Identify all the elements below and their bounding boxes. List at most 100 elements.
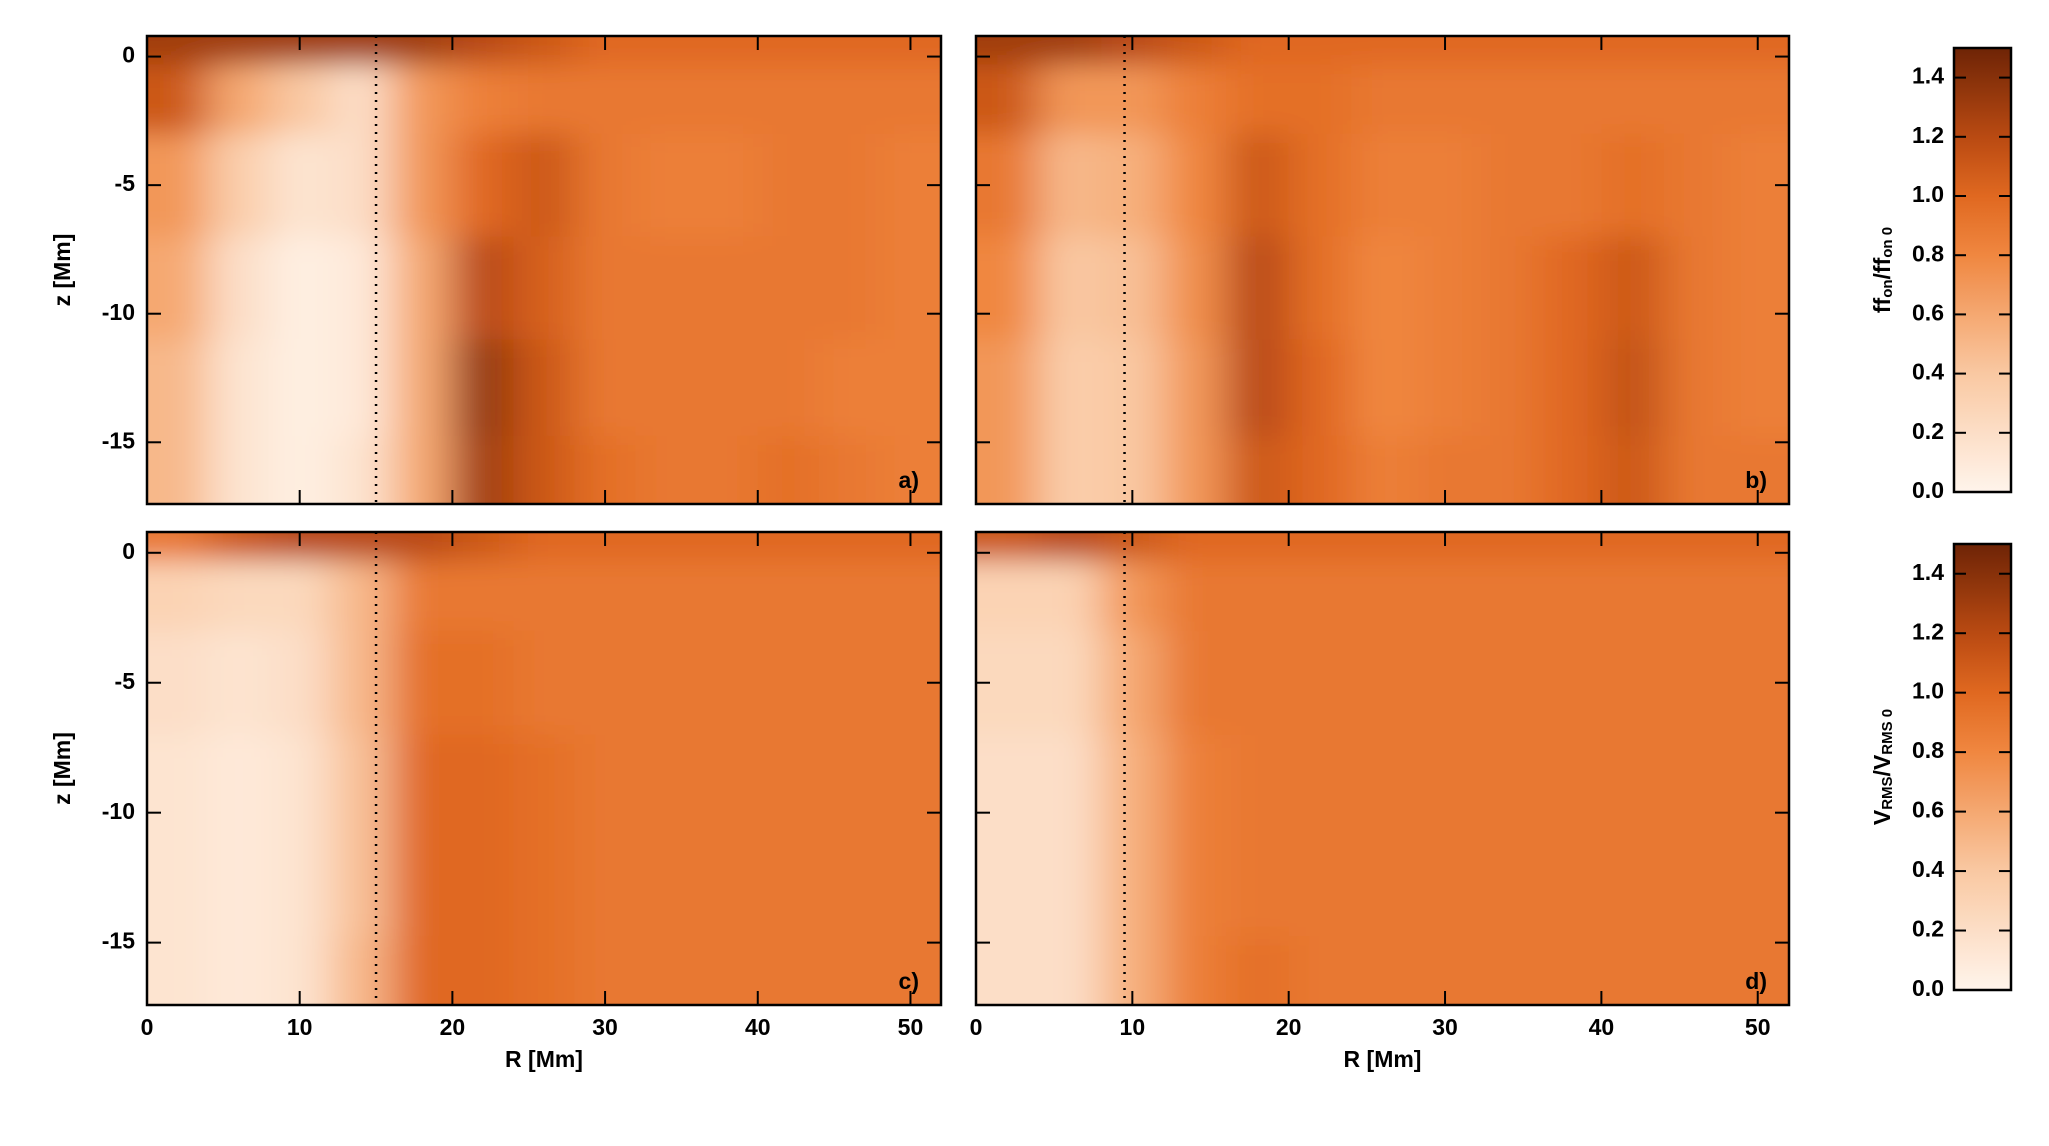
heatmap-cell	[1476, 838, 1540, 937]
heatmap-cell	[1476, 734, 1540, 840]
heatmap-cell	[1413, 339, 1477, 437]
label-subscript: RMS	[1879, 776, 1896, 809]
heatmap-cell	[391, 532, 453, 562]
heatmap-cell	[452, 630, 514, 736]
heatmap-cell	[976, 236, 1040, 340]
heatmap-cell	[1226, 936, 1290, 1005]
heatmap-cell	[976, 435, 1040, 504]
heatmap-cell	[1663, 133, 1727, 238]
heatmap-cell	[1663, 64, 1727, 135]
heatmap-cell	[513, 630, 576, 736]
heatmap-cell	[208, 435, 270, 504]
frame	[145, 530, 943, 1007]
heatmap-cell	[208, 236, 270, 340]
heatmap-cell	[757, 435, 820, 504]
colorbar-tick-label: 0.6	[1912, 299, 1944, 325]
heatmap-cell	[147, 236, 209, 340]
frame	[974, 530, 1791, 1007]
heatmap-cell	[1163, 838, 1227, 937]
heatmap-cell	[1601, 36, 1665, 65]
heatmap-cells	[976, 532, 1789, 1005]
heatmap-cell	[696, 36, 759, 65]
heatmap-cell	[269, 36, 331, 65]
heatmap-cell	[330, 236, 392, 340]
heatmap-cell	[976, 36, 1040, 65]
x-tick-label: 20	[440, 1014, 466, 1040]
heatmap-cell	[1163, 532, 1227, 562]
heatmap-cell	[1101, 734, 1165, 840]
heatmap-cell	[879, 560, 941, 632]
heatmap-cell	[976, 734, 1040, 840]
heatmap-cell	[1101, 630, 1165, 736]
y-tick-label: 0	[122, 42, 135, 68]
heatmap-cell	[1601, 133, 1665, 238]
heatmap-cell	[513, 133, 576, 238]
heatmap-cell	[1288, 339, 1352, 437]
heatmap-cell	[330, 133, 392, 238]
heatmap-cell	[1601, 630, 1665, 736]
colorbar-tick-label: 1.0	[1912, 181, 1944, 207]
heatmap	[976, 36, 1789, 504]
heatmap-cell	[1038, 133, 1102, 238]
heatmap-cell	[1101, 133, 1165, 238]
heatmap-cell	[513, 236, 576, 340]
colorbar-tick-label: 0.4	[1912, 856, 1944, 882]
heatmap-cell	[635, 734, 698, 840]
heatmap-cell	[452, 236, 514, 340]
heatmap-cell	[879, 339, 941, 437]
heatmap-cell	[818, 734, 881, 840]
heatmap-cell	[1663, 734, 1727, 840]
heatmap-cell	[1538, 339, 1602, 437]
heatmap-cells	[147, 532, 941, 1005]
heatmap-cell	[391, 236, 453, 340]
heatmap-cell	[269, 64, 331, 135]
colorbar-tick-label: 0.4	[1912, 359, 1944, 385]
heatmap-cell	[635, 36, 698, 65]
heatmap-cell	[635, 838, 698, 937]
heatmap-cell	[208, 339, 270, 437]
heatmap-cell	[1351, 339, 1415, 437]
heatmap-cell	[696, 133, 759, 238]
heatmap-cell	[1163, 339, 1227, 437]
heatmap-cell	[574, 339, 637, 437]
colorbar-tick-label: 1.4	[1912, 63, 1944, 89]
heatmap-cell	[1476, 236, 1540, 340]
heatmap-cell	[757, 236, 820, 340]
colorbar-tick-label: 0.0	[1912, 477, 1944, 503]
heatmap-cell	[1538, 936, 1602, 1005]
heatmap-cell	[513, 36, 576, 65]
heatmap-cell	[1601, 734, 1665, 840]
heatmap-cell	[1038, 36, 1102, 65]
label-text: /ff	[1869, 257, 1895, 279]
x-tick-label: 10	[1120, 1014, 1146, 1040]
heatmap-cell	[1288, 734, 1352, 840]
heatmap-cell	[330, 630, 392, 736]
heatmap-cell	[818, 133, 881, 238]
heatmap-cell	[330, 838, 392, 937]
heatmap-cell	[330, 435, 392, 504]
heatmap-cell	[452, 838, 514, 937]
heatmap-cell	[696, 236, 759, 340]
label-subscript: RMS 0	[1879, 709, 1896, 755]
heatmap-cell	[1601, 936, 1665, 1005]
heatmap-cell	[269, 734, 331, 840]
heatmap-cell	[391, 630, 453, 736]
heatmap-cell	[1226, 630, 1290, 736]
heatmap-cell	[1288, 560, 1352, 632]
colorbar-tick-label: 0.2	[1912, 418, 1944, 444]
heatmap-cell	[1413, 64, 1477, 135]
heatmap-cell	[1538, 435, 1602, 504]
heatmap-cell	[330, 532, 392, 562]
heatmap-cell	[1413, 734, 1477, 840]
heatmap-cell	[269, 133, 331, 238]
heatmap-cell	[1476, 36, 1540, 65]
heatmap-cells	[976, 36, 1789, 504]
heatmap-cell	[879, 236, 941, 340]
colorbar-tick-label: 0.2	[1912, 916, 1944, 942]
x-tick-label: 50	[898, 1014, 924, 1040]
heatmap-cell	[1163, 936, 1227, 1005]
heatmap-cell	[1538, 532, 1602, 562]
heatmap-cell	[1663, 838, 1727, 937]
heatmap-cell	[1538, 734, 1602, 840]
heatmap-cell	[1476, 64, 1540, 135]
